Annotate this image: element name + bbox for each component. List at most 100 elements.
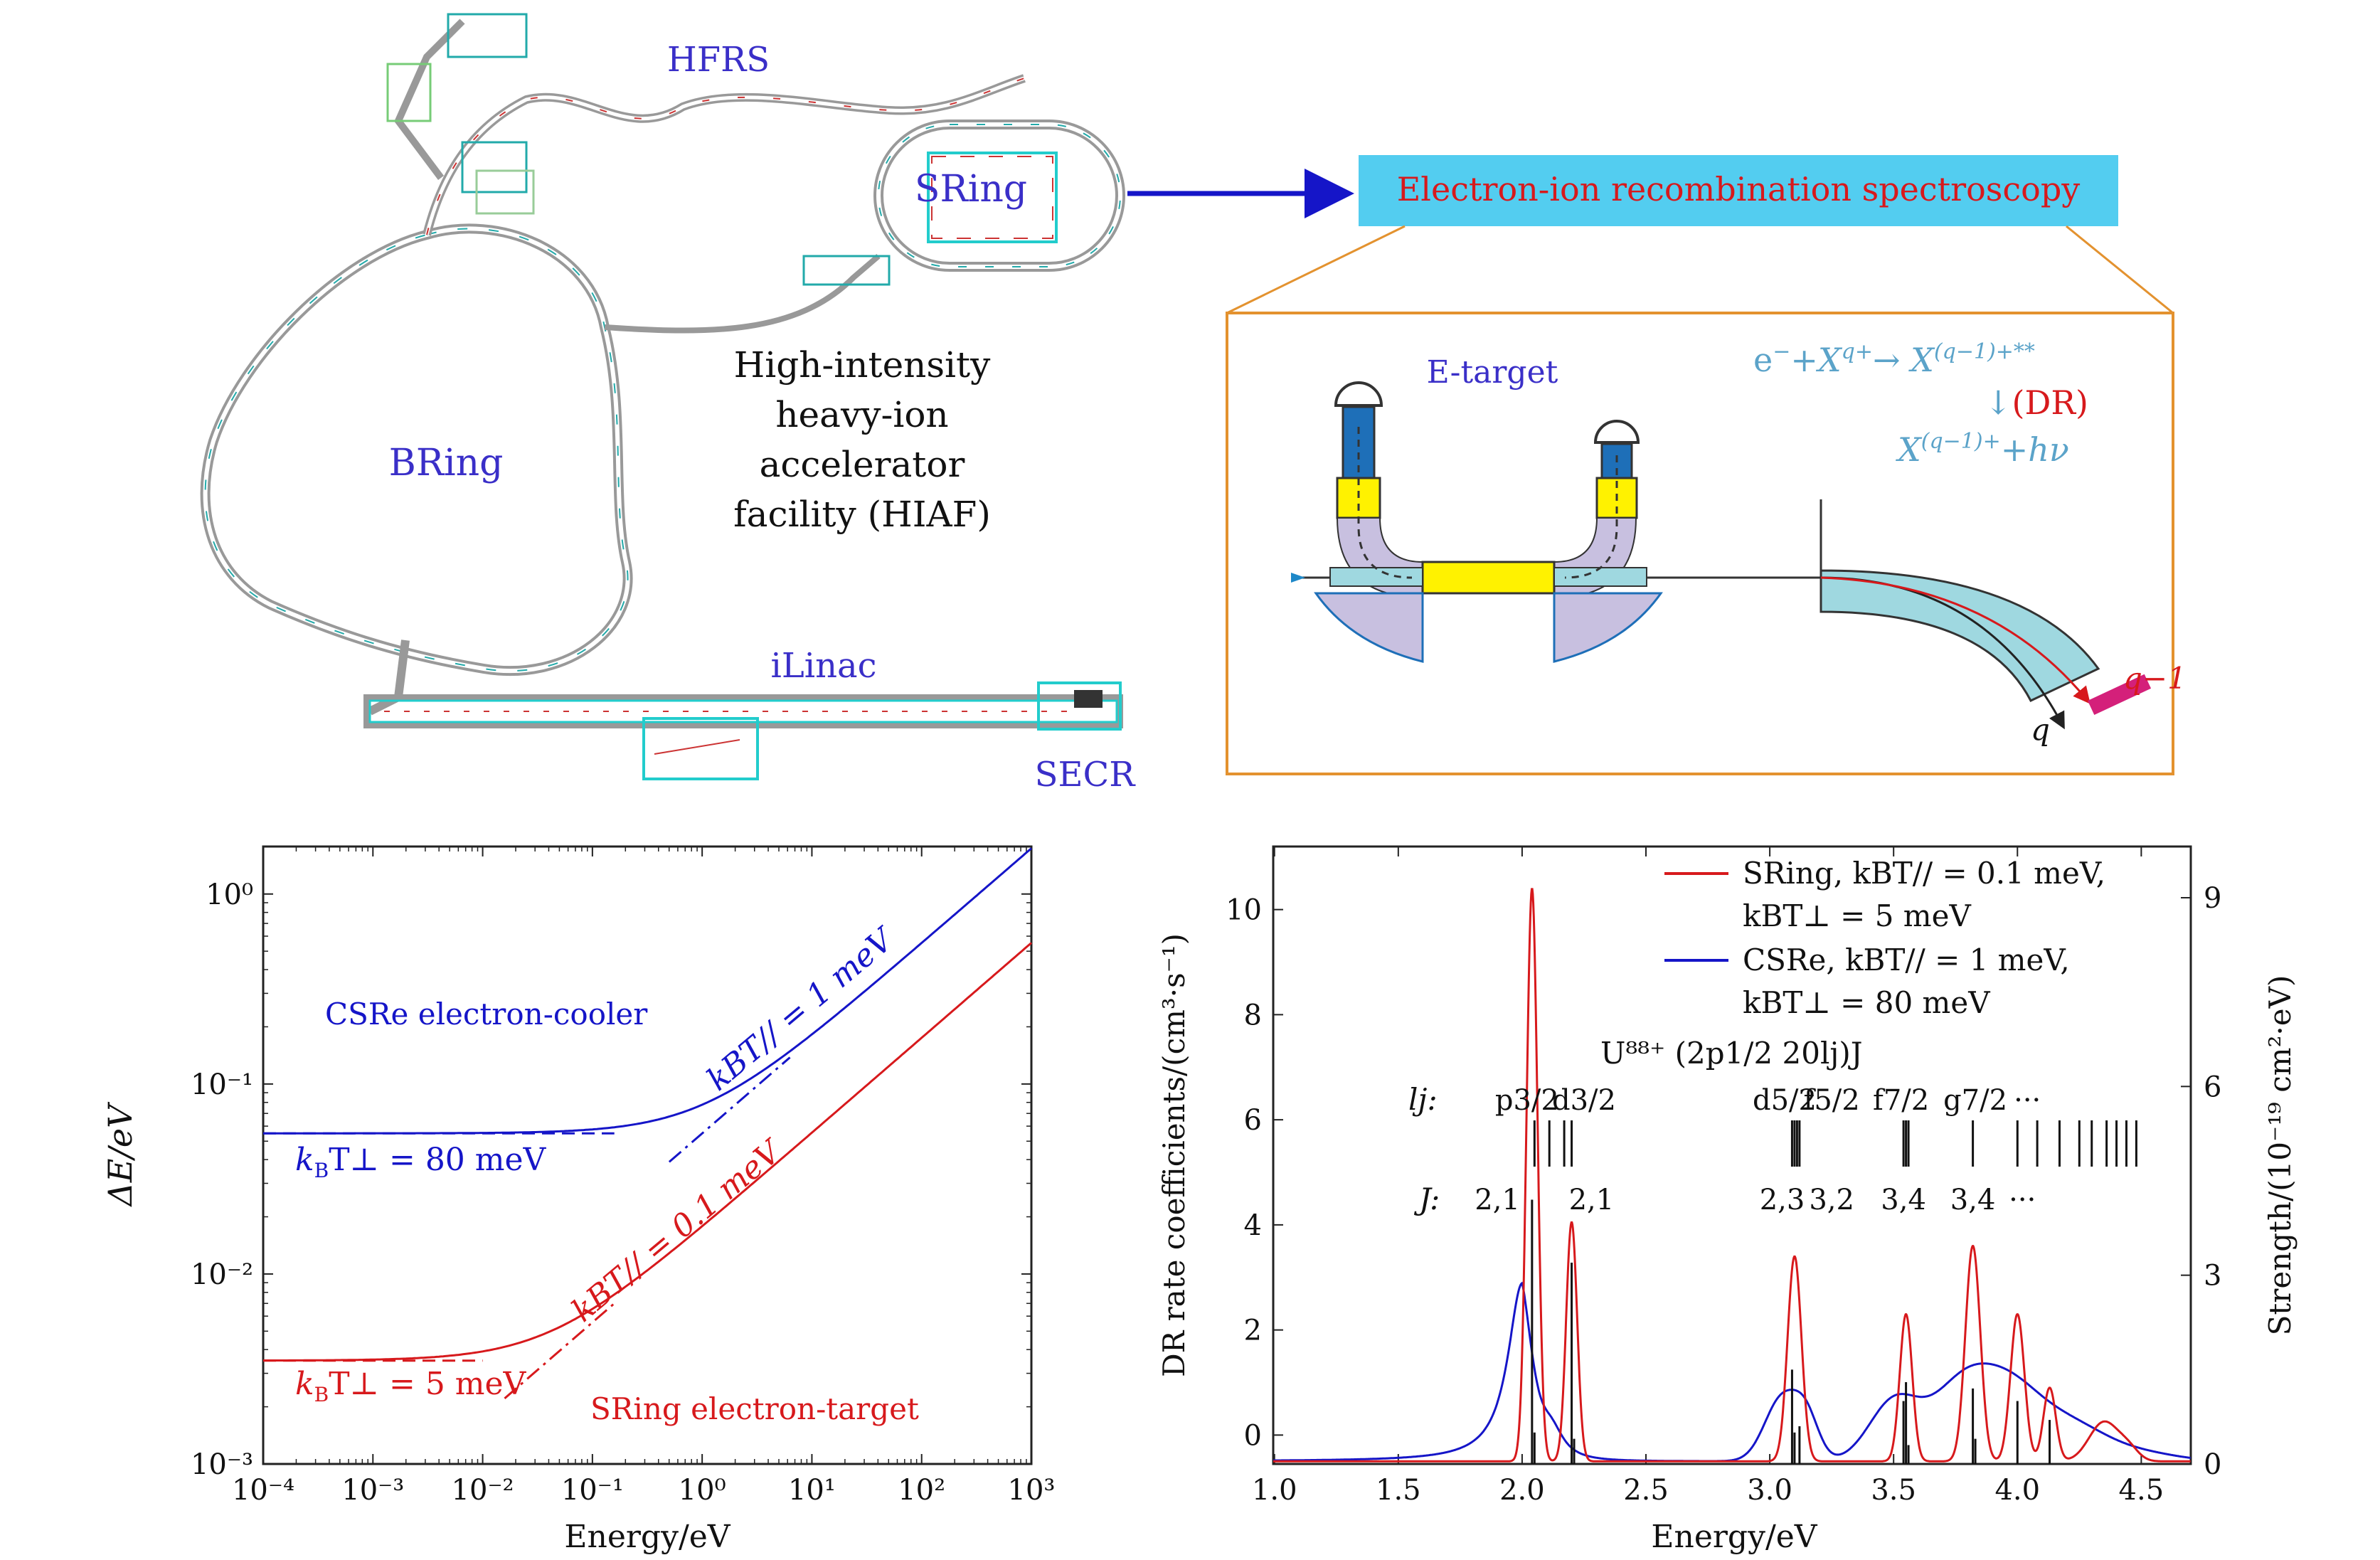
csre-asymptote <box>668 1056 791 1163</box>
dr-equation: e−+Xq+→ X(q−1)+** ↓(DR) X(q−1)++hν <box>1753 339 2088 469</box>
left-curve <box>263 942 1032 1362</box>
ilinac-label: iLinac <box>771 646 877 686</box>
right-xtick-label: 4.0 <box>1994 1474 2040 1507</box>
right-xtick-label: 2.5 <box>1623 1474 1669 1507</box>
left-curve <box>263 847 1032 1135</box>
hiaf-layout <box>200 13 1125 780</box>
right-legend: SRing, kBT// = 0.1 meV, kBT⊥ = 5 meV CSR… <box>1664 856 2105 1020</box>
lj-value: f5/2 <box>1804 1084 1860 1117</box>
right-xtick-label: 4.5 <box>2119 1474 2164 1507</box>
secr-label: SECR <box>1035 755 1137 795</box>
hiaf-title: High-intensity heavy-ion accelerator fac… <box>733 344 991 535</box>
q-label: q <box>2031 712 2050 747</box>
right-ytick-right-label: 0 <box>2204 1448 2221 1481</box>
lj-label: lj: <box>1408 1082 1438 1117</box>
right-ytick-left-label: 4 <box>1244 1209 1262 1242</box>
sring-perp-label: kBT⊥ = 5 meV <box>295 1366 527 1406</box>
lj-value: d5/2 <box>1753 1084 1817 1117</box>
left-ylabel: ΔE/eV <box>101 1101 139 1208</box>
j-value: 3,4 <box>1881 1184 1926 1216</box>
spectroscopy-title: Electron-ion recombination spectroscopy <box>1397 170 2081 208</box>
svg-text:X(q−1)++hν: X(q−1)++hν <box>1896 429 2069 469</box>
left-ytick-label: 10⁻¹ <box>191 1068 253 1101</box>
lj-value: f7/2 <box>1873 1084 1929 1117</box>
svg-text:e−+Xq+→ X(q−1)+**: e−+Xq+→ X(q−1)+** <box>1753 339 2035 379</box>
j-label: J: <box>1413 1182 1440 1216</box>
hiaf-title-line-3: accelerator <box>760 444 965 485</box>
left-xtick-label: 10³ <box>1008 1474 1056 1507</box>
left-xtick-label: 10⁰ <box>679 1474 726 1507</box>
left-xtick-label: 10⁻³ <box>341 1474 404 1507</box>
left-xtick-label: 10⁻² <box>452 1474 514 1507</box>
right-ytick-left-label: 6 <box>1244 1104 1262 1137</box>
left-xtick-label: 10² <box>898 1474 945 1507</box>
right-xtick-label: 1.0 <box>1252 1474 1297 1507</box>
eq-stars: ** <box>2014 339 2035 364</box>
etarget-drawing <box>1291 381 2152 730</box>
j-value: 2,1 <box>1475 1184 1520 1216</box>
sring-label: SRing <box>915 168 1027 211</box>
spectroscopy-title-box <box>1359 155 2118 226</box>
legend-sring-line-1: SRing, kBT// = 0.1 meV, <box>1743 856 2105 891</box>
j-value: ··· <box>2009 1184 2036 1216</box>
bring-label: BRing <box>389 442 504 484</box>
legend-sring-line-2: kBT⊥ = 5 meV <box>1743 898 1971 933</box>
csre-perp-label: kBT⊥ = 80 meV <box>295 1142 547 1182</box>
legend-csre-line-2: kBT⊥ = 80 meV <box>1743 985 1990 1020</box>
hiaf-title-line-1: High-intensity <box>734 344 992 386</box>
right-xtick-label: 3.0 <box>1747 1474 1792 1507</box>
lj-value: ··· <box>2014 1084 2041 1117</box>
right-ytick-left-label: 0 <box>1244 1419 1262 1452</box>
left-xtick-label: 10⁻⁴ <box>232 1474 294 1507</box>
sring-asymptote <box>504 1302 615 1399</box>
hfrs-label: HFRS <box>667 40 770 80</box>
sring-par-label: kBT// = 0.1 meV <box>565 1132 790 1329</box>
eq-x-final: X <box>1896 430 1923 469</box>
csre-cooler-label: CSRe electron-cooler <box>325 997 648 1031</box>
lj-value: p3/2 <box>1495 1084 1559 1117</box>
lj-value: g7/2 <box>1943 1084 2007 1117</box>
right-plot-frame <box>1272 845 2192 1465</box>
j-value: 2,3 <box>1760 1184 1805 1216</box>
legend-csre-line-1: CSRe, kBT// = 1 meV, <box>1743 943 2070 977</box>
right-xlabel: Energy/eV <box>1651 1519 1817 1555</box>
right-ytick-right-label: 6 <box>2204 1071 2221 1103</box>
left-xtick-label: 10¹ <box>788 1474 836 1507</box>
right-xtick-label: 3.5 <box>1871 1474 1916 1507</box>
right-ytick-left-label: 10 <box>1226 894 1262 927</box>
hiaf-title-line-2: heavy-ion <box>775 394 948 435</box>
right-xtick-label: 2.0 <box>1499 1474 1545 1507</box>
j-value: 2,1 <box>1569 1184 1615 1216</box>
hiaf-title-line-4: facility (HIAF) <box>733 494 991 535</box>
right-ytick-left-label: 2 <box>1244 1315 1262 1347</box>
eq-e: e <box>1753 341 1773 379</box>
left-ytick-label: 10⁻² <box>191 1258 253 1291</box>
right-ytick-left-label: 8 <box>1244 999 1262 1031</box>
right-plot: 1.0 1.5 2.0 2.5 3.0 3.5 4.0 4.5 0 2 4 6 8 10 0 3 6 9 DR r… <box>1157 845 2297 1555</box>
left-plot-frame <box>262 845 1033 1465</box>
right-ylabel-right: Strength/(10⁻¹⁹ cm²·eV) <box>2263 975 2297 1336</box>
csre-dr-curve <box>1273 1281 2191 1463</box>
left-ytick-label: 10⁰ <box>206 879 253 911</box>
q-minus-1-label: q−1 <box>2123 661 2187 696</box>
csre-par-label: kBT// = 1 meV <box>700 920 902 1098</box>
right-ytick-right-label: 9 <box>2204 882 2221 915</box>
left-xlabel: Energy/eV <box>564 1519 731 1555</box>
left-plot: 10⁻⁴ 10⁻³ 10⁻² 10⁻¹ 10⁰ 10¹ 10² 10³10⁰10⁻¹10⁻²1… <box>101 845 1056 1555</box>
j-labels: 2,1 2,1 2,3 3,2 3,4 3,4 ··· <box>1475 1184 2036 1216</box>
eq-arrow-x: → X <box>1873 341 1935 379</box>
left-xtick-label: 10⁻¹ <box>561 1474 624 1507</box>
lj-labels: p3/2d3/2 d5/2f5/2 f7/2 g7/2 ··· <box>1495 1084 2041 1117</box>
eq-dr: ↓(DR) <box>1985 383 2088 422</box>
sring-dr-curve <box>1273 888 2191 1463</box>
left-ytick-label: 10⁻³ <box>191 1448 253 1481</box>
j-value: 3,4 <box>1950 1184 1996 1216</box>
etarget-detail-box <box>1226 312 2174 775</box>
j-value: 3,2 <box>1809 1184 1854 1216</box>
right-xtick-label: 1.5 <box>1376 1474 1421 1507</box>
sring-target-label: SRing electron-target <box>590 1391 919 1426</box>
eq-hnu: +hν <box>2001 430 2069 469</box>
etarget-label: E-target <box>1427 354 1558 391</box>
right-ytick-right-label: 3 <box>2204 1260 2221 1293</box>
